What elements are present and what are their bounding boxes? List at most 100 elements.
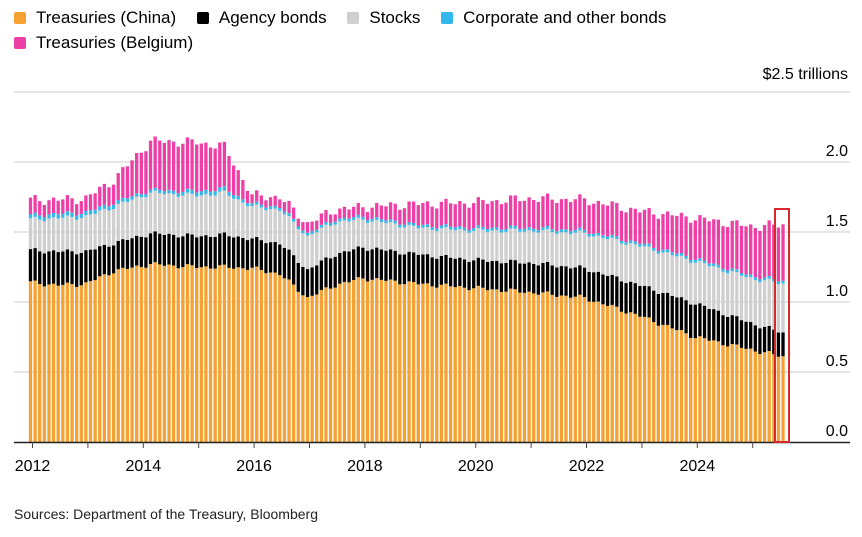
bar-segment-treasuries-china (541, 292, 545, 442)
bar-segment-agency-bonds (689, 304, 693, 338)
bar-segment-treasuries-belgium (250, 194, 254, 204)
bar-segment-agency-bonds (185, 233, 190, 265)
bar-segment-stocks (227, 195, 231, 237)
bar-segment-agency-bonds (425, 254, 430, 284)
bar-segment-treasuries-belgium (522, 200, 527, 229)
bar-segment-treasuries-belgium (495, 200, 499, 228)
bar-segment-corporate-and-other-bonds (638, 243, 642, 247)
bar-segment-stocks (522, 231, 527, 264)
bar-segment-treasuries-china (181, 267, 185, 442)
bar-segment-agency-bonds (504, 262, 508, 292)
bar-segment-agency-bonds (324, 257, 328, 288)
bar-segment-agency-bonds (555, 267, 559, 297)
bar-segment-stocks (28, 218, 33, 250)
bar-segment-corporate-and-other-bonds (448, 226, 453, 230)
bar-segment-corporate-and-other-bonds (430, 227, 434, 230)
bar-segment-agency-bonds (716, 310, 721, 342)
swatch-icon (441, 12, 454, 24)
bar-segment-agency-bonds (513, 260, 517, 290)
bar-segment-treasuries-belgium (781, 224, 785, 281)
bar-segment-stocks (393, 223, 397, 251)
bar-segment-corporate-and-other-bonds (305, 232, 310, 236)
bar-segment-treasuries-belgium (707, 221, 711, 264)
bar-segment-agency-bonds (467, 262, 471, 291)
y-axis-unit-label: $2.5 trillions (762, 66, 848, 83)
bar-segment-treasuries-belgium (518, 201, 522, 229)
bar-segment-stocks (679, 255, 684, 298)
bar-segment-corporate-and-other-bonds (550, 229, 554, 233)
bar-segment-agency-bonds (536, 265, 540, 295)
bar-segment-treasuries-china (513, 289, 517, 442)
bar-segment-corporate-and-other-bonds (541, 227, 545, 231)
bar-segment-agency-bonds (758, 328, 762, 355)
bar-segment-agency-bonds (370, 249, 374, 280)
bar-segment-treasuries-belgium (116, 173, 120, 200)
bar-segment-corporate-and-other-bonds (167, 189, 171, 194)
bar-segment-agency-bonds (693, 304, 697, 339)
bar-segment-agency-bonds (190, 234, 194, 266)
bar-segment-corporate-and-other-bonds (762, 277, 767, 281)
bar-segment-agency-bonds (670, 295, 674, 329)
bar-segment-corporate-and-other-bonds (245, 203, 250, 207)
bar-segment-corporate-and-other-bonds (416, 225, 420, 229)
bar-segment-treasuries-belgium (725, 227, 730, 271)
bar-segment-treasuries-belgium (139, 152, 143, 195)
bar-segment-agency-bonds (545, 262, 550, 292)
bar-segment-treasuries-china (135, 265, 139, 442)
bar-segment-agency-bonds (573, 267, 577, 297)
bar-segment-corporate-and-other-bonds (356, 214, 360, 218)
bar-segment-agency-bonds (679, 297, 684, 331)
bar-segment-treasuries-belgium (532, 200, 536, 229)
bar-segment-treasuries-belgium (665, 211, 670, 250)
bar-segment-agency-bonds (656, 293, 661, 326)
bar-segment-agency-bonds (176, 237, 180, 269)
bar-segment-corporate-and-other-bonds (84, 210, 88, 216)
bar-segment-treasuries-china (111, 273, 116, 442)
bar-segment-treasuries-china (264, 273, 268, 442)
bar-segment-agency-bonds (767, 326, 771, 351)
bar-segment-treasuries-belgium (485, 203, 490, 229)
bar-segment-stocks (245, 206, 250, 241)
bar-segment-agency-bonds (218, 233, 222, 266)
bar-segment-treasuries-china (388, 279, 393, 442)
bar-segment-stocks (550, 232, 554, 266)
bar-segment-treasuries-china (749, 348, 753, 442)
bar-segment-treasuries-china (508, 288, 513, 442)
bar-segment-treasuries-china (725, 346, 730, 442)
bar-segment-treasuries-belgium (315, 220, 319, 230)
bar-segment-corporate-and-other-bonds (642, 243, 647, 247)
bar-segment-corporate-and-other-bonds (158, 189, 162, 194)
bar-segment-corporate-and-other-bonds (665, 249, 670, 253)
bar-segment-agency-bonds (638, 285, 642, 317)
bar-segment-agency-bonds (633, 283, 637, 314)
bar-segment-corporate-and-other-bonds (656, 251, 661, 254)
bar-segment-treasuries-china (278, 275, 282, 442)
bar-segment-treasuries-china (615, 306, 619, 442)
bar-segment-agency-bonds (665, 292, 670, 325)
bar-segment-stocks (472, 230, 476, 261)
bar-segment-corporate-and-other-bonds (485, 228, 490, 232)
bar-segment-treasuries-belgium (282, 202, 287, 212)
bar-segment-corporate-and-other-bonds (513, 225, 517, 229)
bar-segment-corporate-and-other-bonds (767, 276, 771, 279)
bar-segment-treasuries-china (107, 275, 111, 442)
bar-segment-stocks (624, 244, 628, 284)
x-tick-label: 2024 (680, 458, 716, 475)
bar-segment-treasuries-china (536, 294, 540, 442)
bar-segment-stocks (375, 219, 379, 248)
bar-segment-stocks (93, 213, 97, 250)
bar-segment-treasuries-belgium (273, 195, 277, 206)
bar-segment-corporate-and-other-bonds (319, 224, 323, 228)
bar-segment-stocks (75, 219, 79, 255)
y-tick-label: 1.5 (826, 213, 848, 230)
legend-label: Treasuries (China) (36, 8, 177, 27)
bar-segment-treasuries-belgium (33, 195, 37, 213)
bar-segment-agency-bonds (356, 246, 360, 278)
bar-segment-stocks (199, 195, 203, 237)
bar-segment-corporate-and-other-bonds (716, 264, 721, 268)
bar-segment-agency-bonds (98, 246, 102, 277)
bar-segment-agency-bonds (550, 265, 554, 295)
bar-segment-corporate-and-other-bonds (333, 221, 337, 225)
bar-segment-corporate-and-other-bonds (28, 214, 33, 219)
bar-segment-corporate-and-other-bonds (190, 189, 194, 194)
